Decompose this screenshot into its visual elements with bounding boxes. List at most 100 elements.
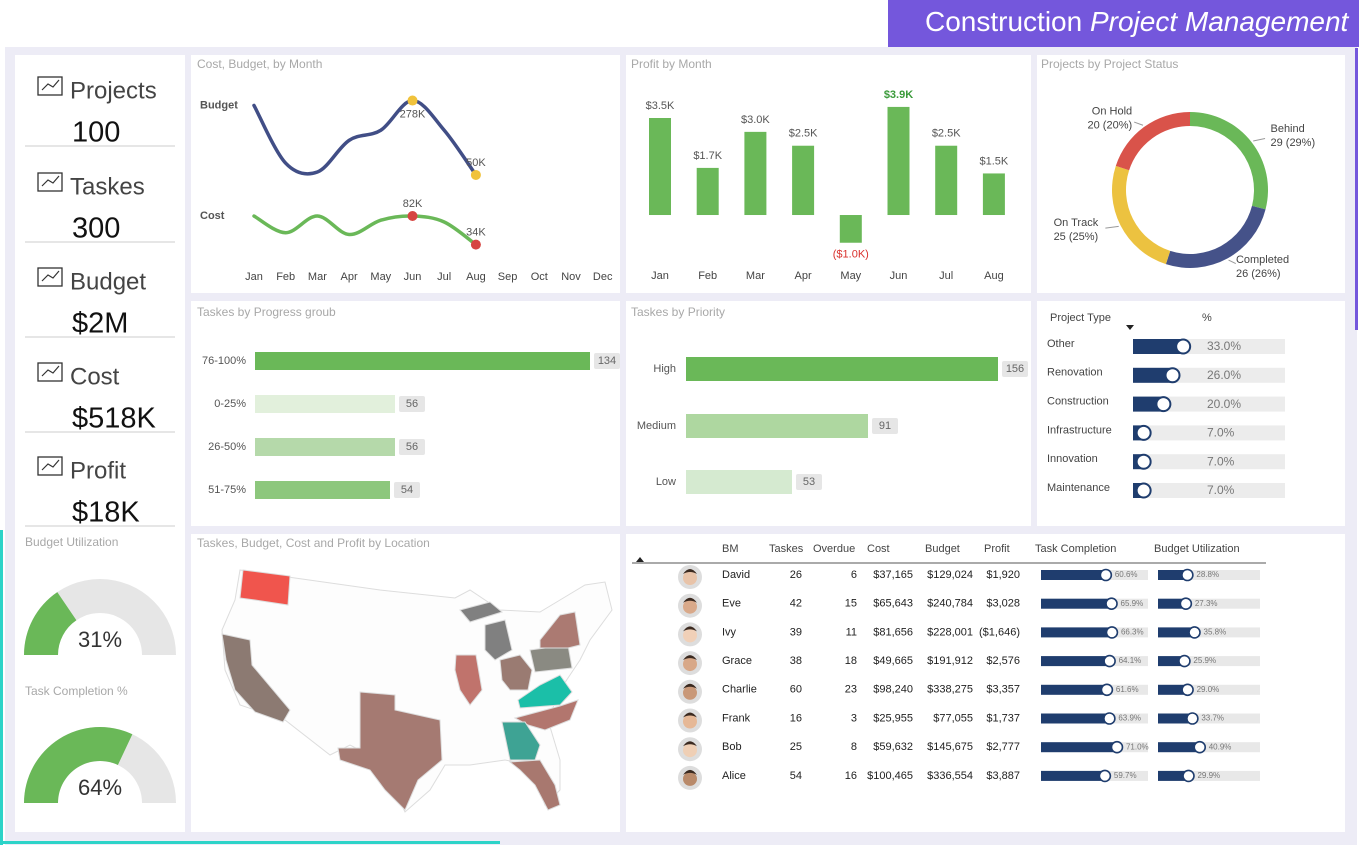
- bar-track: [1158, 570, 1260, 580]
- knob: [1181, 683, 1194, 697]
- marker: [407, 211, 418, 222]
- x-tick-label: Feb: [276, 271, 295, 283]
- bar-label: 40.9%: [1209, 742, 1232, 751]
- cell: $81,656: [873, 626, 913, 638]
- data-label: $3.9K: [884, 89, 913, 101]
- series-label: Budget: [200, 99, 238, 111]
- slice-value: 25 (25%): [1054, 231, 1099, 243]
- bar-label: 20.0%: [1207, 397, 1241, 411]
- cell: $338,275: [927, 684, 973, 696]
- x-tick-label: Oct: [531, 271, 548, 283]
- y-tick-label: High: [653, 363, 676, 375]
- donut-slice: [1190, 112, 1268, 210]
- avatar-face: [683, 599, 697, 614]
- gauge-value: 31%: [78, 627, 122, 652]
- knob: [1103, 712, 1116, 725]
- state: [221, 633, 291, 723]
- avatar-face: [683, 685, 697, 700]
- line: [252, 98, 478, 177]
- bar-track: [1133, 425, 1285, 441]
- x-tick-label: May: [840, 270, 861, 282]
- title-italic: Project Management: [1090, 6, 1350, 37]
- cell: 42: [790, 598, 802, 610]
- panel-title: Profit by Month: [631, 57, 712, 71]
- kpi-value: 300: [72, 213, 120, 245]
- knob: [1193, 740, 1207, 754]
- y-tick-label: Medium: [637, 420, 676, 432]
- cell: 18: [845, 655, 857, 667]
- x-tick-label: Sep: [498, 271, 518, 283]
- knob: [1181, 568, 1194, 582]
- data-label: $1.7K: [693, 150, 722, 162]
- bar-track: [1158, 627, 1260, 638]
- donut-slice: [1115, 112, 1190, 171]
- marker: [407, 95, 418, 106]
- slice-value: 26 (26%): [1236, 268, 1281, 280]
- knob: [1099, 568, 1113, 582]
- cell: Ivy: [722, 626, 737, 638]
- cell: $49,665: [873, 655, 913, 667]
- data-label: 82K: [403, 198, 423, 210]
- cell: $65,643: [873, 598, 913, 610]
- bar: [1041, 598, 1112, 609]
- bar: [1158, 713, 1193, 724]
- cell: $2,777: [986, 741, 1020, 753]
- bar: [686, 470, 792, 494]
- knob: [1103, 654, 1116, 668]
- bar: [255, 395, 395, 413]
- knob: [1155, 396, 1172, 413]
- knob: [1110, 740, 1124, 754]
- bar: [1133, 396, 1164, 412]
- cell: $25,955: [873, 712, 913, 724]
- bar-track: [1158, 598, 1260, 609]
- donut-slice: [1165, 205, 1266, 268]
- kpi-icon: [41, 175, 60, 187]
- bar-track: [1133, 483, 1285, 498]
- cell: 38: [790, 655, 802, 667]
- y-tick-label: 26-50%: [208, 441, 246, 453]
- x-tick-label: Mar: [746, 270, 765, 282]
- data-label: 50K: [466, 157, 486, 169]
- y-tick-label: 76-100%: [202, 355, 246, 367]
- panel: [626, 534, 1345, 832]
- kpi-icon: [41, 79, 60, 91]
- column-header: BM: [722, 543, 739, 555]
- bar: [1041, 656, 1110, 667]
- bar: [1133, 367, 1173, 383]
- panel-title: Cost, Budget, by Month: [197, 57, 322, 71]
- cell: $1,737: [986, 712, 1020, 724]
- kpi-icon: [37, 267, 63, 287]
- bar-track: [1158, 656, 1260, 667]
- state: [239, 569, 291, 606]
- y-tick-label: 0-25%: [214, 398, 246, 410]
- kpi-icon: [37, 362, 63, 382]
- avatar-hair: [683, 569, 697, 574]
- label-badge: [399, 396, 425, 412]
- bar: [982, 173, 1005, 216]
- avatar-hair: [683, 655, 697, 661]
- sort-arrow: [1126, 325, 1134, 330]
- state: [459, 601, 513, 661]
- bar-label: 64.1%: [1119, 656, 1142, 665]
- bar: [1041, 627, 1112, 638]
- column-header: Cost: [867, 543, 890, 555]
- bar: [255, 352, 590, 370]
- bar-track: [1158, 770, 1260, 781]
- x-tick-label: Jun: [404, 271, 422, 283]
- bar: [1041, 570, 1106, 580]
- row-label: Innovation: [1047, 453, 1098, 465]
- state: [539, 611, 581, 649]
- bar: [1158, 742, 1200, 753]
- kpi-label: Cost: [70, 363, 120, 390]
- slice-label: On Track: [1054, 217, 1099, 229]
- accent-line: [0, 841, 500, 844]
- bar: [649, 118, 671, 216]
- cell: $3,357: [986, 684, 1020, 696]
- bar: [696, 167, 719, 216]
- kpi-label: Budget: [70, 268, 146, 295]
- leader-line: [1253, 138, 1266, 142]
- kpi-label: Taskes: [70, 173, 145, 200]
- label-badge: [872, 418, 898, 434]
- cell: $228,001: [927, 626, 973, 638]
- bar: [1158, 656, 1185, 667]
